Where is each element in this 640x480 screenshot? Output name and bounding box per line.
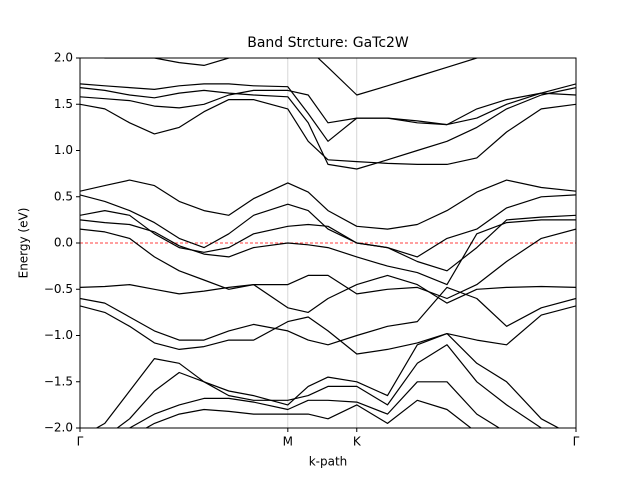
band-line [80,305,576,355]
band-line [116,344,543,428]
band-line [80,219,576,286]
plot-area [80,58,576,428]
x-tick-label: K [353,435,362,449]
chart-title: Band Strcture: GaTc2W [247,35,409,51]
y-tick-label: 1.5 [54,97,73,111]
band-line [80,89,576,126]
band-line [80,286,576,346]
y-tick-label: −1.0 [44,328,73,342]
x-tick-label: M [283,435,293,449]
band-line [80,83,576,142]
y-tick-label: −2.0 [44,421,73,435]
x-axis-label: k-path [309,455,348,469]
y-tick-label: −0.5 [44,282,73,296]
y-tick-label: 0.5 [54,189,73,203]
band-line [144,399,472,428]
band-line [128,381,501,428]
y-tick-label: −1.5 [44,374,73,388]
band-line [80,274,576,313]
band-line [80,194,576,258]
y-axis-label: Energy (eV) [17,208,31,279]
band-line [80,87,576,170]
band-line [80,179,576,230]
y-tick-label: 1.0 [54,143,73,157]
x-tick-label: Γ [573,435,580,449]
band-line [80,228,576,300]
y-tick-label: 0.0 [54,236,73,250]
band-line [80,99,576,165]
y-tick-label: 2.0 [54,51,73,65]
x-tick-label: Γ [77,435,84,449]
band-line [103,58,481,96]
band-line [80,210,576,272]
band-line [95,333,560,428]
